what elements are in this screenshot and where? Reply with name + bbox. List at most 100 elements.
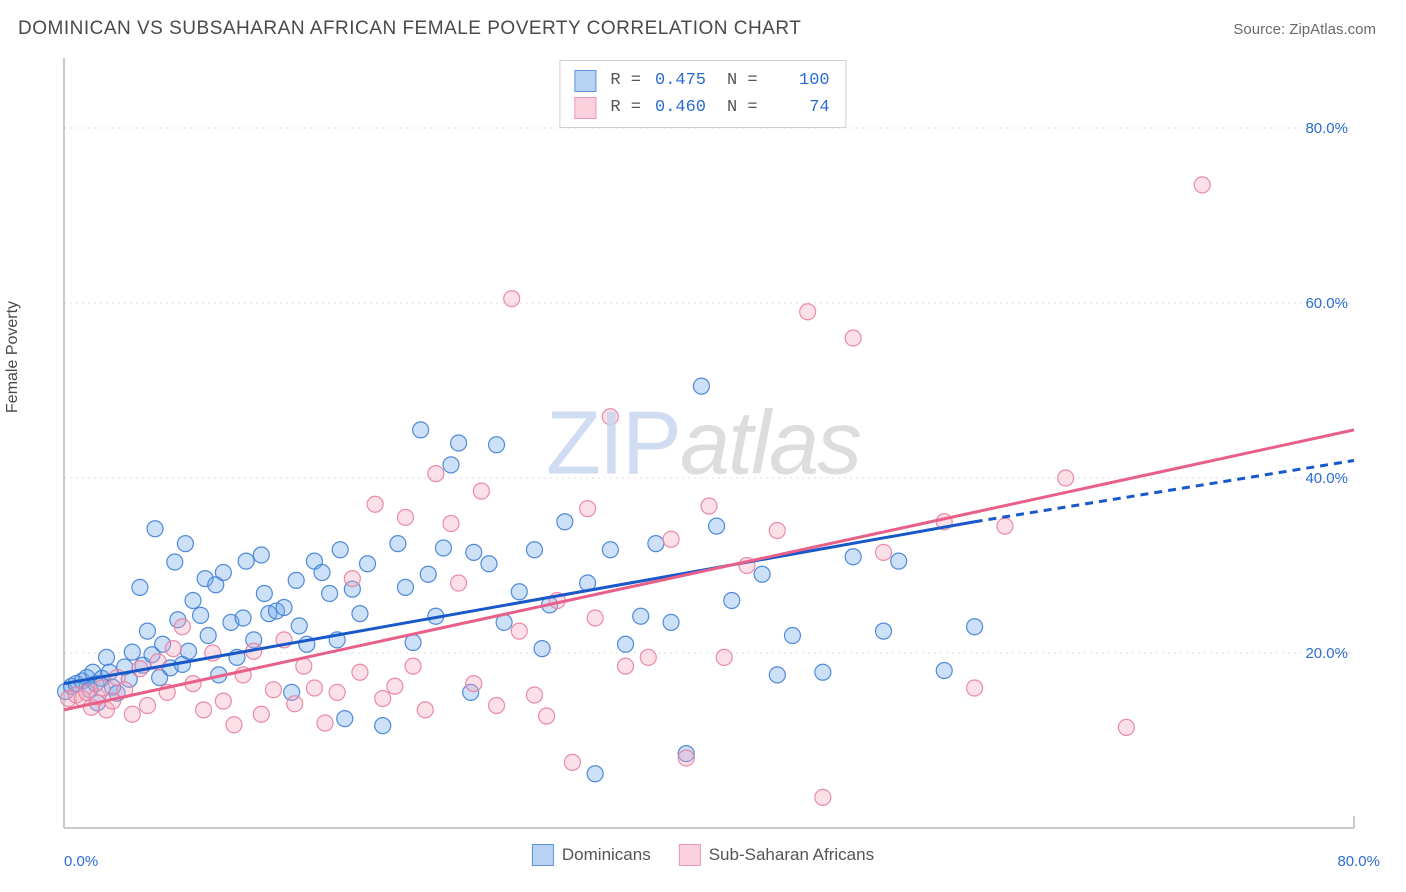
scatter-point (466, 544, 482, 560)
scatter-point (413, 422, 429, 438)
scatter-point (526, 542, 542, 558)
scatter-point (815, 664, 831, 680)
scatter-point (769, 667, 785, 683)
scatter-point (648, 536, 664, 552)
scatter-point (997, 518, 1013, 534)
scatter-point (265, 682, 281, 698)
scatter-point (1118, 719, 1134, 735)
scatter-point (397, 509, 413, 525)
scatter-point (215, 565, 231, 581)
scatter-point (256, 586, 272, 602)
scatter-point (306, 680, 322, 696)
y-axis-label: Female Poverty (4, 301, 22, 413)
scatter-point (276, 600, 292, 616)
scatter-point (322, 586, 338, 602)
scatter-point (587, 766, 603, 782)
scatter-point (876, 623, 892, 639)
legend-swatch (574, 97, 596, 119)
scatter-point (139, 623, 155, 639)
scatter-point (94, 680, 110, 696)
scatter-point (473, 483, 489, 499)
scatter-point (387, 678, 403, 694)
scatter-point (716, 649, 732, 665)
scatter-point (317, 715, 333, 731)
scatter-chart: 20.0%40.0%60.0%80.0% (18, 50, 1374, 870)
scatter-point (180, 643, 196, 659)
scatter-point (1194, 177, 1210, 193)
scatter-point (287, 696, 303, 712)
stats-legend-row: R =0.475N =100 (574, 67, 829, 94)
scatter-point (367, 496, 383, 512)
r-label: R = (610, 94, 641, 121)
scatter-point (663, 531, 679, 547)
scatter-point (784, 628, 800, 644)
scatter-point (165, 641, 181, 657)
scatter-point (663, 614, 679, 630)
scatter-point (352, 664, 368, 680)
scatter-point (815, 789, 831, 805)
scatter-point (397, 579, 413, 595)
scatter-point (132, 579, 148, 595)
scatter-point (640, 649, 656, 665)
scatter-point (539, 708, 555, 724)
scatter-point (678, 750, 694, 766)
scatter-point (405, 658, 421, 674)
scatter-point (633, 608, 649, 624)
scatter-point (511, 623, 527, 639)
legend-label: Dominicans (562, 845, 651, 865)
svg-text:60.0%: 60.0% (1305, 295, 1348, 312)
scatter-point (602, 542, 618, 558)
legend-label: Sub-Saharan Africans (709, 845, 874, 865)
scatter-point (390, 536, 406, 552)
scatter-point (314, 565, 330, 581)
scatter-point (147, 521, 163, 537)
scatter-point (618, 636, 634, 652)
scatter-point (405, 635, 421, 651)
scatter-point (800, 304, 816, 320)
scatter-point (124, 644, 140, 660)
scatter-point (417, 702, 433, 718)
scatter-point (891, 553, 907, 569)
svg-text:40.0%: 40.0% (1305, 470, 1348, 487)
scatter-point (876, 544, 892, 560)
scatter-point (534, 641, 550, 657)
r-value: 0.475 (655, 67, 713, 94)
n-label: N = (727, 67, 758, 94)
scatter-point (344, 571, 360, 587)
regression-line (64, 430, 1354, 710)
stats-legend: R =0.475N =100R =0.460N =74 (559, 60, 846, 128)
scatter-point (196, 702, 212, 718)
scatter-point (511, 584, 527, 600)
scatter-point (238, 553, 254, 569)
scatter-point (451, 435, 467, 451)
scatter-point (526, 687, 542, 703)
scatter-point (564, 754, 580, 770)
legend-swatch (532, 844, 554, 866)
x-axis-min-label: 0.0% (64, 853, 98, 870)
scatter-point (235, 610, 251, 626)
scatter-point (337, 711, 353, 727)
scatter-point (193, 607, 209, 623)
scatter-point (489, 698, 505, 714)
r-value: 0.460 (655, 94, 713, 121)
scatter-point (174, 619, 190, 635)
scatter-point (167, 554, 183, 570)
scatter-point (215, 693, 231, 709)
scatter-point (557, 514, 573, 530)
scatter-point (618, 658, 634, 674)
scatter-point (967, 680, 983, 696)
scatter-point (709, 518, 725, 534)
scatter-point (124, 706, 140, 722)
scatter-point (200, 628, 216, 644)
scatter-point (375, 718, 391, 734)
svg-text:20.0%: 20.0% (1305, 645, 1348, 662)
scatter-point (443, 457, 459, 473)
r-label: R = (610, 67, 641, 94)
scatter-point (139, 698, 155, 714)
scatter-point (701, 498, 717, 514)
legend-item: Dominicans (532, 844, 651, 866)
scatter-point (177, 536, 193, 552)
scatter-point (332, 542, 348, 558)
scatter-point (489, 437, 505, 453)
scatter-point (185, 593, 201, 609)
